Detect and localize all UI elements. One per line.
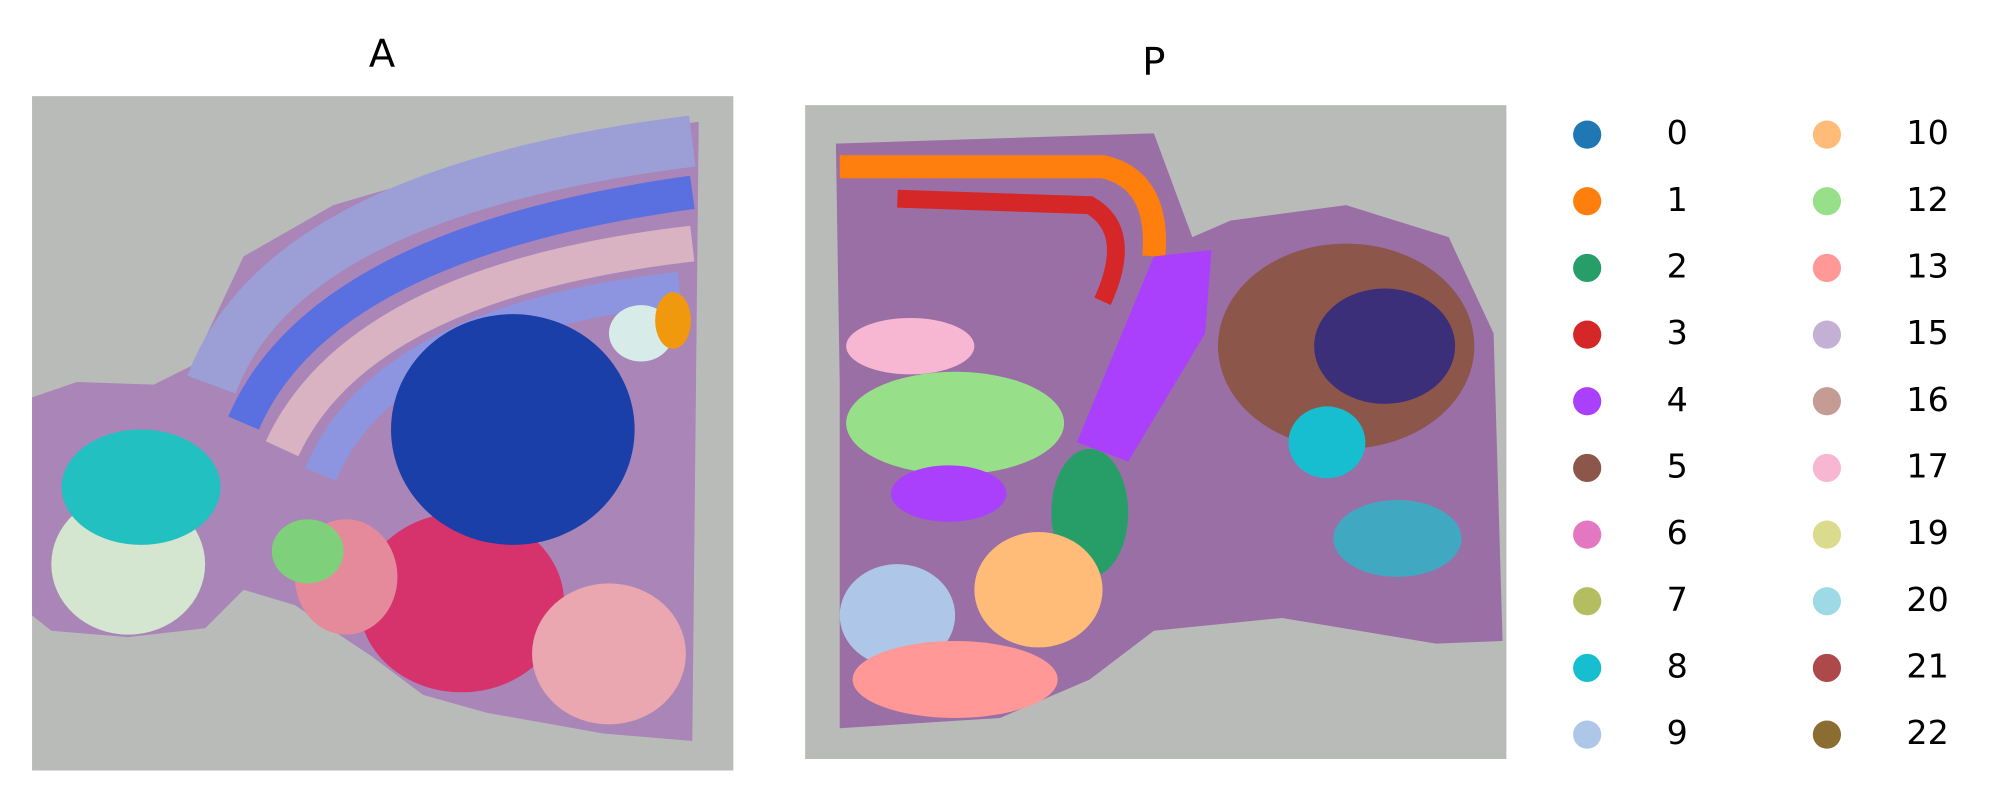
region xyxy=(1333,500,1462,577)
legend-label: 21 xyxy=(1906,646,1948,685)
legend-label: 4 xyxy=(1667,380,1688,419)
legend-marker xyxy=(1573,653,1602,683)
region xyxy=(1076,250,1212,462)
legend-label: 17 xyxy=(1906,446,1948,485)
legend-marker xyxy=(1812,387,1842,416)
region xyxy=(839,155,1167,258)
region xyxy=(897,189,1125,305)
region xyxy=(846,371,1065,475)
legend-label: 5 xyxy=(1667,446,1688,485)
legend-marker xyxy=(1812,253,1842,283)
region xyxy=(1288,406,1366,479)
panel-a: A xyxy=(32,32,734,771)
legend-label: 0 xyxy=(1667,113,1688,152)
region xyxy=(974,532,1103,648)
legend-label: 10 xyxy=(1906,113,1948,152)
panel-title: P xyxy=(1142,39,1165,84)
panel-p: P xyxy=(805,39,1507,759)
legend-label: 16 xyxy=(1906,380,1948,419)
region xyxy=(891,465,1007,522)
legend-marker xyxy=(1812,120,1842,149)
legend-label: 12 xyxy=(1906,180,1948,219)
region xyxy=(358,512,565,693)
legend-marker xyxy=(1573,720,1602,749)
legend-label: 22 xyxy=(1906,713,1948,752)
region xyxy=(187,115,696,394)
legend-marker xyxy=(1573,320,1602,349)
legend-marker xyxy=(1573,387,1602,416)
region xyxy=(228,175,695,430)
legend-label: 1 xyxy=(1667,180,1688,219)
region xyxy=(655,292,692,349)
region xyxy=(839,564,956,667)
legend-marker xyxy=(1812,320,1842,349)
legend-label: 19 xyxy=(1906,513,1948,552)
legend-marker xyxy=(1812,720,1842,749)
region xyxy=(61,429,221,545)
region xyxy=(532,583,686,725)
legend-label: 9 xyxy=(1667,713,1688,752)
region xyxy=(271,519,344,584)
legend-label: 20 xyxy=(1906,580,1948,619)
region xyxy=(265,225,695,457)
legend-label: 15 xyxy=(1906,313,1948,352)
legend-label: 7 xyxy=(1667,580,1688,619)
legend-marker xyxy=(1812,520,1842,549)
region xyxy=(852,641,1058,718)
region xyxy=(1314,288,1456,404)
legend-marker xyxy=(1812,587,1842,616)
legend-label: 13 xyxy=(1906,246,1948,285)
legend-marker xyxy=(1573,253,1602,283)
legend-marker xyxy=(1573,587,1602,616)
region xyxy=(391,314,635,545)
legend-marker xyxy=(1812,453,1842,483)
legend-marker xyxy=(1812,653,1842,683)
legend-label: 6 xyxy=(1667,513,1688,552)
legend-label: 2 xyxy=(1667,246,1688,285)
legend-marker xyxy=(1573,187,1602,216)
legend-label: 3 xyxy=(1667,313,1688,352)
legend-marker xyxy=(1573,120,1602,149)
legend-marker xyxy=(1812,187,1842,216)
legend-marker xyxy=(1573,520,1602,549)
panel-title: A xyxy=(369,32,395,77)
legend-label: 8 xyxy=(1667,646,1688,685)
legend-marker xyxy=(1573,453,1602,483)
region xyxy=(846,317,975,375)
